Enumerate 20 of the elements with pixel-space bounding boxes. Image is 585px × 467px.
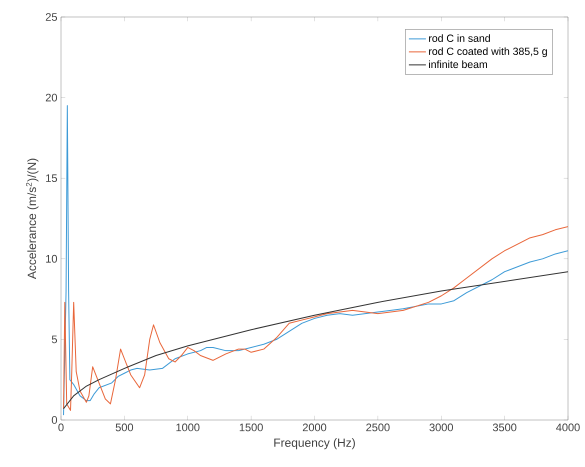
legend-label: rod C in sand xyxy=(429,34,490,42)
y-tick-label: 10 xyxy=(46,254,58,263)
y-tick-label: 25 xyxy=(46,13,58,21)
y-tick-label: 0 xyxy=(52,416,58,424)
x-tick-label: 1000 xyxy=(176,424,200,432)
y-tick-label: 15 xyxy=(46,174,58,182)
y-tick-label: 5 xyxy=(52,336,58,344)
x-axis-title: Frequency (Hz) xyxy=(274,438,355,450)
y-tick-label: 20 xyxy=(46,94,58,102)
legend-label: infinite beam xyxy=(429,60,487,68)
x-tick-label: 2500 xyxy=(366,424,390,432)
x-tick-label: 1500 xyxy=(240,424,263,432)
x-tick-label: 3000 xyxy=(429,424,453,432)
x-tick-label: 0 xyxy=(58,424,64,432)
legend-label: rod C coated with 385,5 g xyxy=(429,47,547,58)
y-axis-title: Accelerance (m/s$^{2}$)/(N) xyxy=(26,158,38,280)
x-tick-label: 500 xyxy=(116,424,134,432)
x-tick-label: 4000 xyxy=(556,424,580,432)
x-tick-label: 2000 xyxy=(302,424,326,432)
x-tick-label: 3500 xyxy=(492,424,516,432)
